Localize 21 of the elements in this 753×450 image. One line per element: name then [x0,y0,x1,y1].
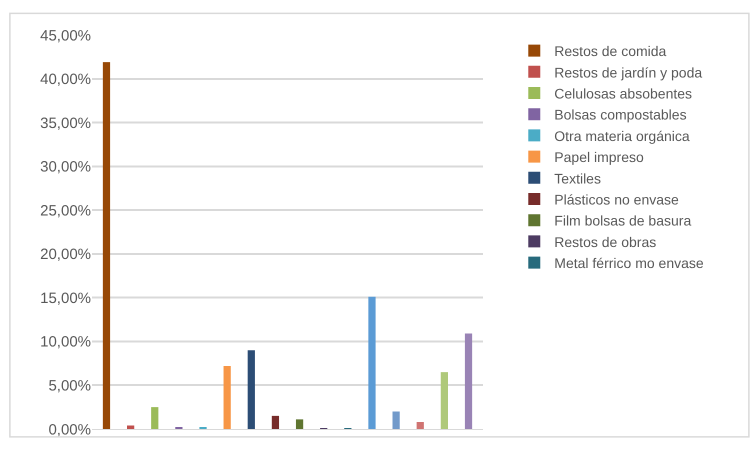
y-tick-label: 35,00% [40,114,91,132]
y-tick-label: 10,00% [40,334,91,351]
y-tick-label: 5,00% [48,377,91,394]
y-tick-label: 0,00% [48,421,91,438]
legend-label: Otra materia orgánica [554,128,690,144]
y-tick-label: 20,00% [40,246,91,264]
legend-label: Metal férrico mo envase [554,255,704,272]
y-tick-label: 30,00% [40,158,91,176]
legend-label: Restos de comida [554,43,667,60]
y-tick-label: 15,00% [40,290,91,307]
legend-label: Papel impreso [554,149,644,166]
y-tick-label: 45,00% [40,27,91,44]
legend-label: Plásticos no envase [554,191,680,208]
legend-label: Restos de jardín y poda [554,64,702,80]
legend-label: Celulosas absobentes [554,85,692,102]
legend-label: Bolsas compostables [554,106,687,123]
legend-label: Restos de obras [554,234,656,250]
legend-label: Textiles [554,170,601,186]
y-tick-label: 40,00% [40,71,91,88]
legend-label: Film bolsas de basura [554,212,692,229]
y-tick-label: 25,00% [40,202,91,220]
